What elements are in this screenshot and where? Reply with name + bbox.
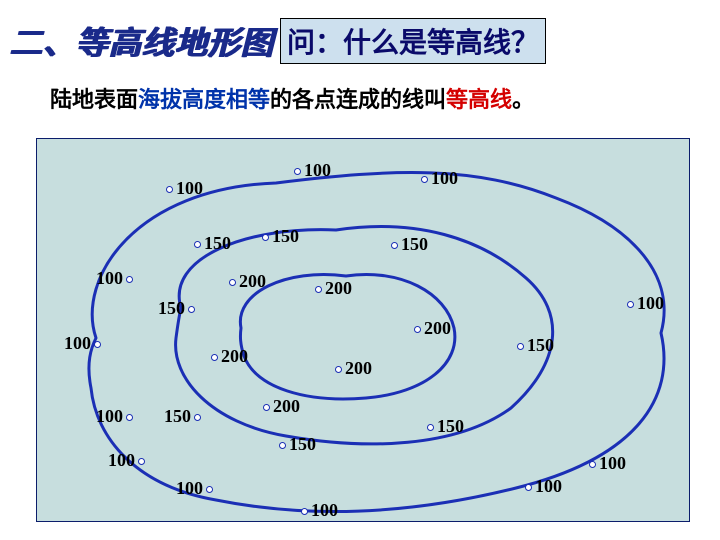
contour-svg <box>36 138 690 522</box>
definition-part-5: 。 <box>512 87 534 112</box>
contour-diagram: 1001001001001001001001001001001001001501… <box>36 138 690 522</box>
definition-part-3: 的各点连成的线叫 <box>270 87 446 112</box>
header-row: 二、等高线地形图 问：什么是等高线？ <box>0 0 720 64</box>
definition-line: 陆地表面海拔高度相等的各点连成的线叫等高线。 <box>50 82 720 114</box>
question-text: 问：什么是等高线？ <box>280 18 546 64</box>
page-root: 二、等高线地形图 问：什么是等高线？ 陆地表面海拔高度相等的各点连成的线叫等高线… <box>0 0 720 540</box>
definition-part-2: 海拔高度相等 <box>138 87 270 112</box>
section-title: 二、等高线地形图 <box>10 18 274 64</box>
definition-part-4: 等高线 <box>446 87 512 112</box>
definition-part-1: 陆地表面 <box>50 87 138 112</box>
